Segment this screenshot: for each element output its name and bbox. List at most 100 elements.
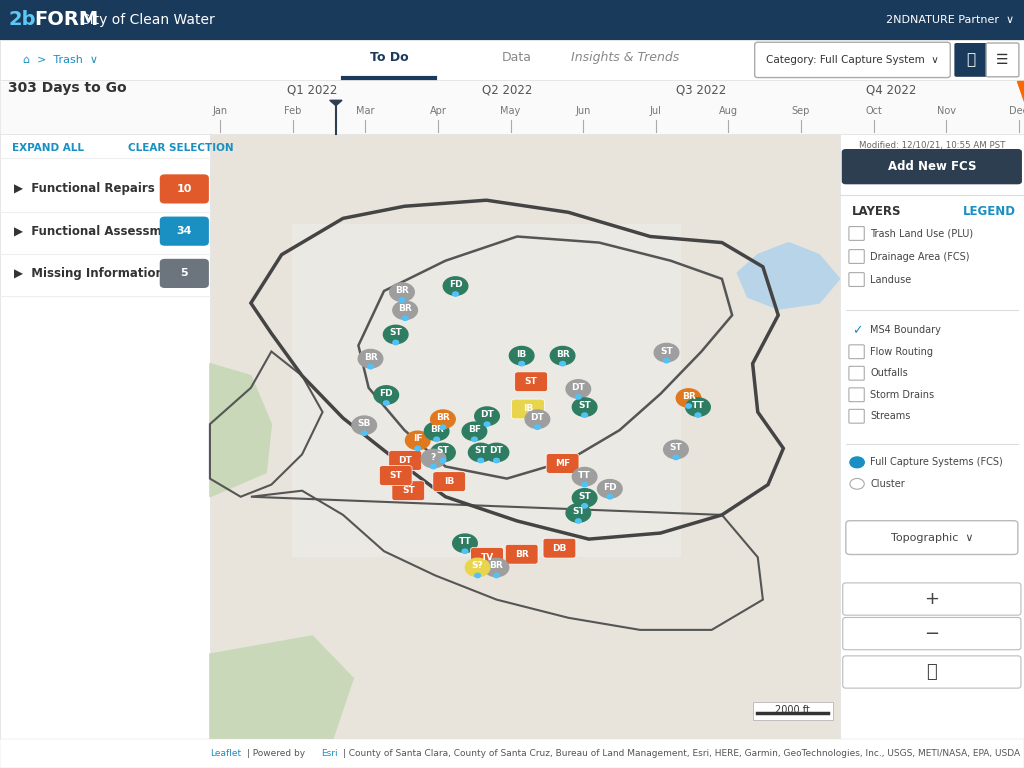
Circle shape <box>431 410 456 429</box>
Text: Feb: Feb <box>284 106 301 116</box>
FancyBboxPatch shape <box>0 80 1024 134</box>
Circle shape <box>566 504 591 522</box>
Polygon shape <box>574 407 595 415</box>
FancyBboxPatch shape <box>543 538 575 558</box>
Text: Aug: Aug <box>719 106 738 116</box>
Text: Apr: Apr <box>429 106 446 116</box>
Text: BR: BR <box>436 413 450 422</box>
Circle shape <box>374 386 398 404</box>
Polygon shape <box>455 544 475 551</box>
Polygon shape <box>600 489 620 497</box>
Polygon shape <box>568 389 588 397</box>
FancyBboxPatch shape <box>986 43 1019 77</box>
Circle shape <box>560 362 565 366</box>
Circle shape <box>575 519 582 523</box>
Text: Category: Full Capture System  ∨: Category: Full Capture System ∨ <box>766 55 939 65</box>
Text: DB: DB <box>552 544 566 553</box>
Polygon shape <box>392 293 412 300</box>
Circle shape <box>465 558 489 577</box>
Text: FD: FD <box>380 389 393 398</box>
Text: EXPAND ALL: EXPAND ALL <box>12 143 84 153</box>
Text: TT: TT <box>691 401 705 410</box>
Text: Modified: 12/10/21, 10:55 AM PST: Modified: 12/10/21, 10:55 AM PST <box>859 141 1005 151</box>
Text: ST: ST <box>524 377 538 386</box>
Circle shape <box>478 458 483 462</box>
Circle shape <box>415 446 421 451</box>
Text: 34: 34 <box>176 226 193 237</box>
Text: DT: DT <box>489 446 504 455</box>
FancyBboxPatch shape <box>849 388 864 402</box>
Text: Topographic  ∨: Topographic ∨ <box>891 532 973 543</box>
Text: LEGEND: LEGEND <box>963 206 1016 218</box>
FancyBboxPatch shape <box>160 259 209 288</box>
Circle shape <box>393 301 418 319</box>
FancyBboxPatch shape <box>840 134 1024 739</box>
Polygon shape <box>574 498 595 506</box>
Polygon shape <box>445 286 465 294</box>
Text: ST: ST <box>579 401 591 410</box>
Text: Trash Land Use (PLU): Trash Land Use (PLU) <box>870 228 974 239</box>
Polygon shape <box>688 407 708 415</box>
Circle shape <box>393 340 398 345</box>
Text: Flow Routing: Flow Routing <box>870 346 934 357</box>
Circle shape <box>607 495 612 499</box>
Polygon shape <box>386 335 406 343</box>
Polygon shape <box>330 101 342 106</box>
Text: 303 Days to Go: 303 Days to Go <box>8 81 127 94</box>
Circle shape <box>664 359 670 362</box>
Text: TT: TT <box>459 538 471 546</box>
Text: To Do: To Do <box>370 51 409 65</box>
Text: TV: TV <box>480 553 494 561</box>
Circle shape <box>676 389 700 407</box>
Text: Esri: Esri <box>322 749 338 758</box>
Text: Drainage Area (FCS): Drainage Area (FCS) <box>870 251 970 262</box>
Text: Data: Data <box>502 51 532 65</box>
Text: ST: ST <box>474 446 487 455</box>
Text: ▶  Functional Assessments: ▶ Functional Assessments <box>14 225 190 237</box>
Text: Outfalls: Outfalls <box>870 368 908 379</box>
Text: ST: ST <box>572 507 585 516</box>
Circle shape <box>475 407 500 425</box>
Polygon shape <box>666 450 686 458</box>
Text: ST: ST <box>401 486 415 495</box>
FancyBboxPatch shape <box>210 134 840 739</box>
Circle shape <box>850 457 864 468</box>
Circle shape <box>383 401 389 406</box>
Text: Cluster: Cluster <box>870 478 905 489</box>
FancyBboxPatch shape <box>849 273 864 286</box>
Circle shape <box>535 425 541 429</box>
Polygon shape <box>210 363 271 497</box>
Text: BR: BR <box>398 304 412 313</box>
Text: SB: SB <box>357 419 371 429</box>
Text: Jun: Jun <box>575 106 591 116</box>
Polygon shape <box>465 432 484 439</box>
Circle shape <box>421 449 445 468</box>
FancyBboxPatch shape <box>842 149 1022 184</box>
FancyBboxPatch shape <box>546 454 579 473</box>
FancyBboxPatch shape <box>160 217 209 246</box>
FancyBboxPatch shape <box>505 545 538 564</box>
Text: ST: ST <box>389 471 402 480</box>
Circle shape <box>431 443 456 462</box>
Polygon shape <box>424 458 443 467</box>
Circle shape <box>519 362 524 366</box>
Polygon shape <box>527 419 547 428</box>
Text: | County of Santa Clara, County of Santa Cruz, Bureau of Land Management, Esri, : | County of Santa Clara, County of Santa… <box>340 749 1020 758</box>
FancyBboxPatch shape <box>512 399 545 419</box>
Text: IB: IB <box>444 477 455 486</box>
Circle shape <box>352 416 377 435</box>
Text: Q3 2022: Q3 2022 <box>676 83 727 96</box>
Circle shape <box>509 346 534 365</box>
Circle shape <box>399 298 404 303</box>
Text: Sep: Sep <box>792 106 810 116</box>
Circle shape <box>598 479 623 498</box>
Text: S?: S? <box>472 561 483 571</box>
Circle shape <box>361 431 367 435</box>
Text: LAYERS: LAYERS <box>852 206 901 218</box>
Text: +: + <box>925 590 939 608</box>
FancyBboxPatch shape <box>753 702 833 720</box>
Polygon shape <box>395 310 415 319</box>
Polygon shape <box>468 568 487 576</box>
Text: | Powered by: | Powered by <box>244 749 307 758</box>
Circle shape <box>453 292 459 296</box>
